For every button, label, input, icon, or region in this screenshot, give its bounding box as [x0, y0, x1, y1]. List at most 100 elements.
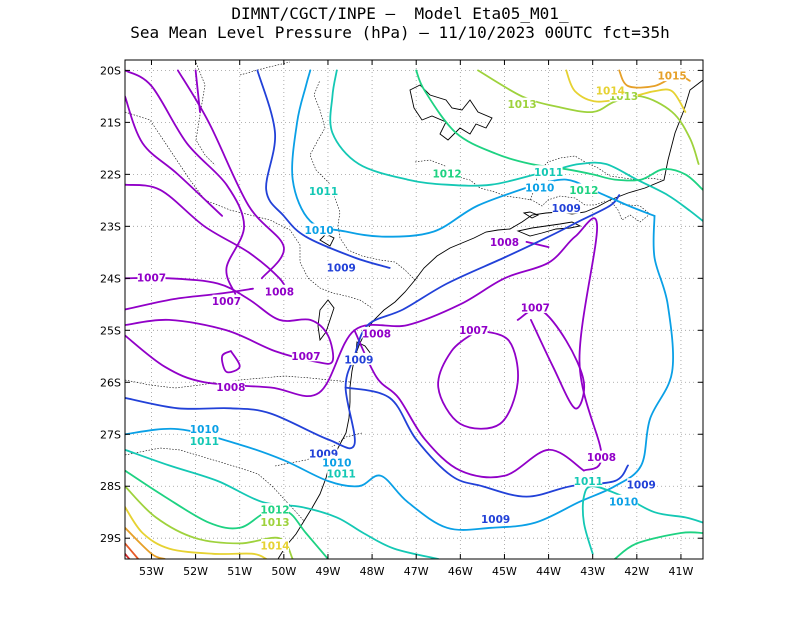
- isobar-1007: [221, 350, 241, 374]
- reservoir-outline: [319, 233, 335, 247]
- isobar-label: 1009: [627, 480, 656, 492]
- isobar-label-bg: [569, 183, 598, 196]
- isobar-1007: [516, 307, 586, 410]
- axis-ticks: 20S 21S 22S 23S 24S 25S 26S 27S 28S 29S 53W 52W 51W 5…: [100, 60, 703, 578]
- border-path: [239, 61, 291, 76]
- isobar-label: 1009: [481, 514, 510, 526]
- lat-label: 26S: [100, 376, 121, 389]
- map-frame: [124, 59, 704, 560]
- state-borders: [125, 60, 664, 522]
- lon-label: 50W: [271, 565, 296, 578]
- isobar-label: 1013: [507, 99, 536, 111]
- isobar-1008: [125, 95, 223, 217]
- isobar-1014: [125, 506, 268, 559]
- isobar-label-bg: [322, 455, 351, 468]
- isobar-label-bg: [596, 84, 625, 97]
- isobar-label-bg: [459, 323, 488, 336]
- isobar-1012: [415, 69, 703, 191]
- isobar-label-bg: [190, 422, 219, 435]
- isobar-label: 1012: [260, 505, 289, 517]
- isobar-label-bg: [344, 352, 373, 365]
- isobar-label: 1007: [137, 272, 166, 284]
- lat-label: 25S: [100, 324, 121, 337]
- isobar-label: 1008: [587, 452, 616, 464]
- graticule: [125, 60, 703, 559]
- isobar-1008: [177, 69, 285, 280]
- isobar-label: 1008: [490, 237, 519, 249]
- isobar-label: 1010: [322, 457, 351, 469]
- border-path: [309, 79, 416, 281]
- isobar-1016: [125, 542, 140, 559]
- border-path: [125, 111, 373, 309]
- title-line-1: DIMNT/CGCT/INPE – Model Eta05_M01_: [231, 4, 569, 23]
- isobar-1013: [477, 69, 700, 165]
- isobar-1012: [125, 469, 329, 559]
- border-path: [414, 159, 606, 207]
- isobar-label-bg: [291, 349, 320, 362]
- isobar-1007: [125, 277, 335, 365]
- lon-label: 45W: [492, 565, 517, 578]
- isobar-label: 1015: [657, 71, 686, 83]
- isobar-label: 1009: [327, 262, 356, 274]
- isobar-label-bg: [327, 260, 356, 273]
- isobar-label: 1008: [362, 328, 391, 340]
- border-path: [194, 60, 216, 166]
- lat-label: 21S: [100, 116, 121, 129]
- isobar-label: 1007: [521, 302, 550, 314]
- isobar-label-bg: [362, 326, 391, 339]
- isobar-label-bg: [534, 165, 563, 178]
- lon-label: 53W: [139, 565, 164, 578]
- isobar-label-bg: [137, 270, 166, 283]
- isobar-1007: [125, 69, 245, 295]
- lon-label: 46W: [448, 565, 473, 578]
- isobar-label-bg: [627, 478, 656, 491]
- isobar-label: 1011: [534, 167, 563, 179]
- lon-label: 47W: [404, 565, 429, 578]
- isobar-1009: [344, 386, 629, 498]
- isobar-label-bg: [261, 539, 290, 552]
- isobar-label: 1011: [309, 186, 338, 198]
- isobar-1007: [194, 69, 201, 113]
- isobar-label-bg: [261, 503, 290, 516]
- lat-label: 29S: [100, 532, 121, 545]
- lon-label: 44W: [536, 565, 561, 578]
- isobar-label-bg: [261, 515, 290, 528]
- isobar-label-bg: [587, 450, 616, 463]
- lat-label: 24S: [100, 272, 121, 285]
- isobar-1017: [125, 552, 131, 559]
- isobar-label-bg: [490, 235, 519, 248]
- isobar-label-bg: [190, 434, 219, 447]
- isobar-label-bg: [521, 300, 550, 313]
- lat-label: 20S: [100, 64, 121, 77]
- isobar-label: 1007: [212, 296, 241, 308]
- isobars: [125, 69, 703, 559]
- island-outline: [522, 211, 540, 219]
- isobar-1009: [256, 69, 391, 269]
- isobar-label: 1011: [190, 436, 219, 448]
- lat-label: 27S: [100, 428, 121, 441]
- isobar-label-bg: [508, 97, 537, 110]
- isobar-1009: [125, 194, 621, 450]
- isobar-label: 1008: [265, 286, 294, 298]
- isobar-label: 1013: [260, 517, 289, 529]
- isobar-label-bg: [481, 512, 510, 525]
- isobar-label: 1009: [552, 203, 581, 215]
- isobar-label: 1012: [432, 168, 461, 180]
- lat-label: 22S: [100, 168, 121, 181]
- lon-label: 42W: [624, 565, 649, 578]
- border-path: [125, 447, 305, 522]
- isobar-1011: [581, 485, 703, 555]
- isobar-1007: [437, 329, 519, 430]
- isobar-label: 1011: [327, 468, 356, 480]
- isobar-label: 1014: [260, 541, 289, 553]
- isobar-labels: 1007 1007 1007 1007 1007 1008 1008 1008 1008 1008…: [137, 69, 687, 553]
- border-path: [125, 375, 351, 389]
- isobar-label: 1011: [574, 476, 603, 488]
- isobar-label: 1010: [305, 225, 334, 237]
- isobar-label-bg: [552, 201, 581, 214]
- lon-label: 41W: [669, 565, 694, 578]
- isobar-1010: [125, 215, 674, 531]
- isobar-label: 1007: [459, 325, 488, 337]
- isobar-label: 1014: [596, 86, 625, 98]
